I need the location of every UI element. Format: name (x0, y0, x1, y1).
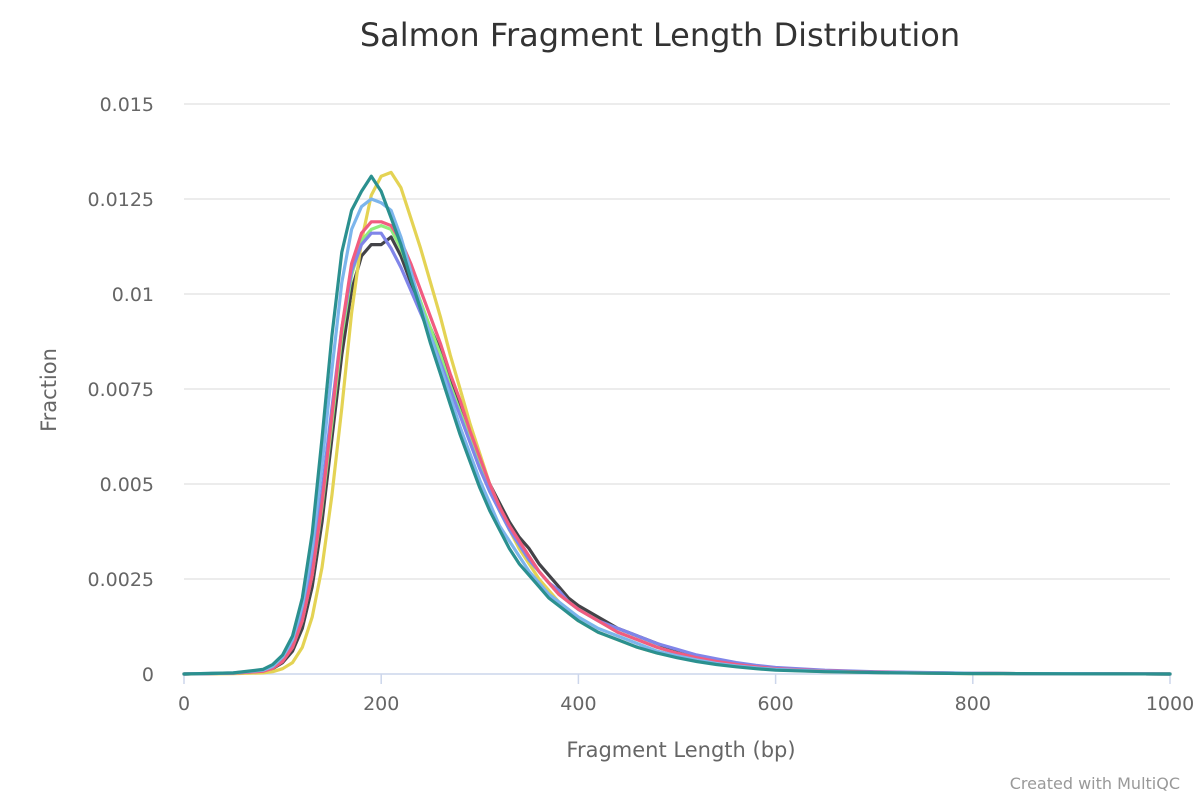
y-tick-label: 0.0025 (88, 569, 154, 591)
series-line-4[interactable] (182, 231, 1172, 676)
x-axis-title: Fragment Length (bp) (566, 738, 795, 762)
y-axis-title: Fraction (37, 348, 61, 432)
y-tick-label: 0.0125 (88, 189, 154, 211)
credit-text[interactable]: Created with MultiQC (1010, 774, 1180, 793)
series-line-7[interactable] (182, 174, 1172, 676)
y-tick-label: 0.005 (100, 474, 154, 496)
x-tick-label: 0 (178, 693, 190, 715)
y-axis-tick-labels: 0 0.0025 0.005 0.0075 0.01 0.0125 0.015 (88, 94, 154, 686)
y-tick-label: 0.0075 (88, 379, 154, 401)
x-tick-label: 1000 (1146, 693, 1194, 715)
chart-title: Salmon Fragment Length Distribution (360, 16, 960, 54)
x-tick-label: 800 (955, 693, 991, 715)
y-tick-label: 0 (142, 664, 154, 686)
series-line-1[interactable] (182, 235, 1172, 676)
y-tick-label: 0.01 (112, 284, 154, 306)
x-tick-label: 200 (363, 693, 399, 715)
x-axis (183, 673, 1171, 684)
x-tick-label: 600 (757, 693, 793, 715)
x-tick-label: 400 (560, 693, 596, 715)
x-axis-tick-labels: 0 200 400 600 800 1000 (178, 693, 1194, 715)
y-tick-label: 0.015 (100, 94, 154, 116)
series-lines (182, 170, 1172, 676)
